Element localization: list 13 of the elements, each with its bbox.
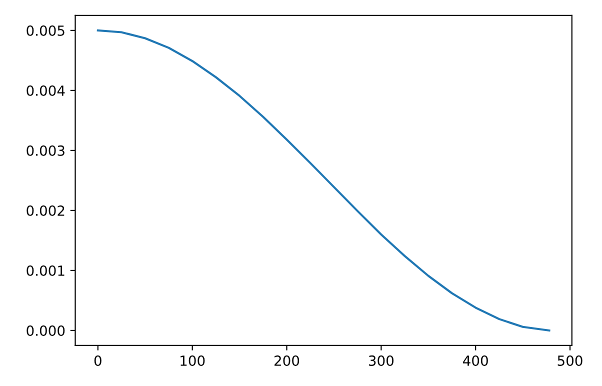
y-tick-label: 0.003 [26, 145, 64, 156]
x-tick-label: 400 [463, 355, 488, 366]
x-tick-label: 200 [274, 355, 300, 366]
y-tick-label: 0.001 [26, 265, 64, 276]
y-tick-label: 0.004 [26, 85, 65, 96]
line-series [96, 29, 550, 332]
x-tick-label: 300 [368, 355, 394, 366]
x-tick-label: 500 [558, 355, 582, 366]
x-tick-label: 0 [94, 355, 102, 366]
x-tick-label: 100 [180, 355, 205, 366]
y-tick-label: 0.002 [26, 205, 64, 216]
y-tick-label: 0.000 [26, 325, 65, 336]
y-tick-label: 0.005 [26, 25, 64, 36]
